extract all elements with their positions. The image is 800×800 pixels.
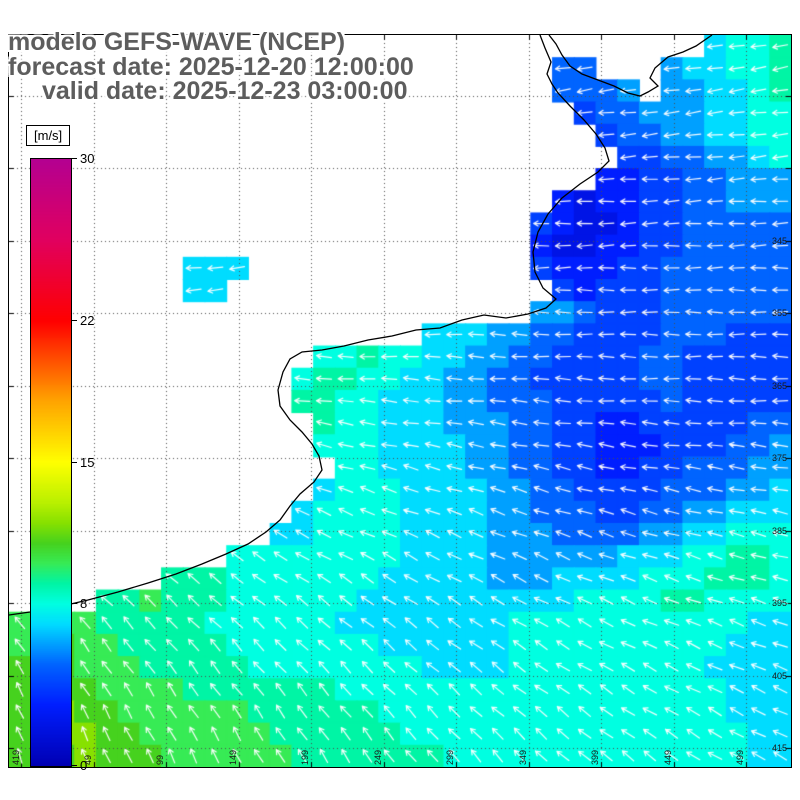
bottom-axis-label: 99 bbox=[155, 754, 165, 765]
colorbar-tick-label: 0 bbox=[80, 758, 88, 773]
right-axis-label: 365 bbox=[771, 380, 787, 391]
right-axis-label: 385 bbox=[771, 525, 787, 536]
right-axis-label: 405 bbox=[771, 670, 787, 681]
colorbar-tick-label: 8 bbox=[80, 596, 88, 612]
colorbar-tick-label: 30 bbox=[80, 151, 95, 166]
right-axis-label: 355 bbox=[771, 308, 787, 318]
bottom-axis-label: 199 bbox=[300, 749, 310, 765]
left-edge-label: 419 bbox=[11, 749, 21, 765]
bottom-axis-label: 449 bbox=[662, 749, 673, 765]
colorbar-tick-mark bbox=[72, 461, 77, 463]
bottom-axis-label: 349 bbox=[517, 749, 528, 765]
colorbar-tick-label: 22 bbox=[80, 312, 95, 328]
bottom-axis-label: 249 bbox=[372, 749, 383, 765]
right-axis-label: 395 bbox=[771, 598, 787, 608]
colorbar-tick-mark bbox=[72, 158, 77, 159]
bottom-axis-label: 399 bbox=[590, 749, 600, 765]
colorbar-units-label: [m/s] bbox=[26, 125, 71, 146]
colorbar-tick-mark bbox=[72, 765, 77, 766]
right-axis-label: 375 bbox=[771, 453, 787, 463]
right-axis-label: 345 bbox=[771, 235, 787, 246]
bottom-axis-label: 499 bbox=[735, 749, 745, 765]
colorbar: [m/s] 30 22 15 8 0 bbox=[26, 125, 94, 773]
colorbar-tick-mark bbox=[72, 319, 77, 321]
colorbar-tick-label: 15 bbox=[80, 454, 95, 470]
right-axis-label: 415 bbox=[771, 743, 787, 753]
colorbar-gradient bbox=[30, 158, 72, 767]
wave-field-canvas bbox=[9, 35, 791, 767]
bottom-axis-label: 149 bbox=[227, 749, 238, 765]
bottom-axis-label: 299 bbox=[445, 749, 455, 765]
valid-date-line: valid date: 2025-12-23 03:00:00 bbox=[42, 77, 408, 105]
map-frame bbox=[8, 34, 792, 768]
colorbar-tick-mark bbox=[72, 603, 77, 605]
